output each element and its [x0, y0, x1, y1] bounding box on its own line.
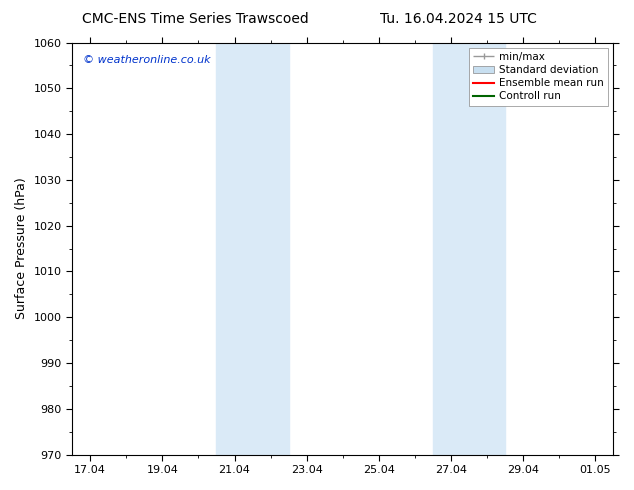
Text: © weatheronline.co.uk: © weatheronline.co.uk [83, 55, 210, 65]
Legend: min/max, Standard deviation, Ensemble mean run, Controll run: min/max, Standard deviation, Ensemble me… [469, 48, 608, 105]
Bar [216, 43, 288, 455]
Text: Tu. 16.04.2024 15 UTC: Tu. 16.04.2024 15 UTC [380, 12, 537, 26]
Bar [433, 43, 505, 455]
Text: CMC-ENS Time Series Trawscoed: CMC-ENS Time Series Trawscoed [82, 12, 309, 26]
Y-axis label: Surface Pressure (hPa): Surface Pressure (hPa) [15, 178, 28, 319]
